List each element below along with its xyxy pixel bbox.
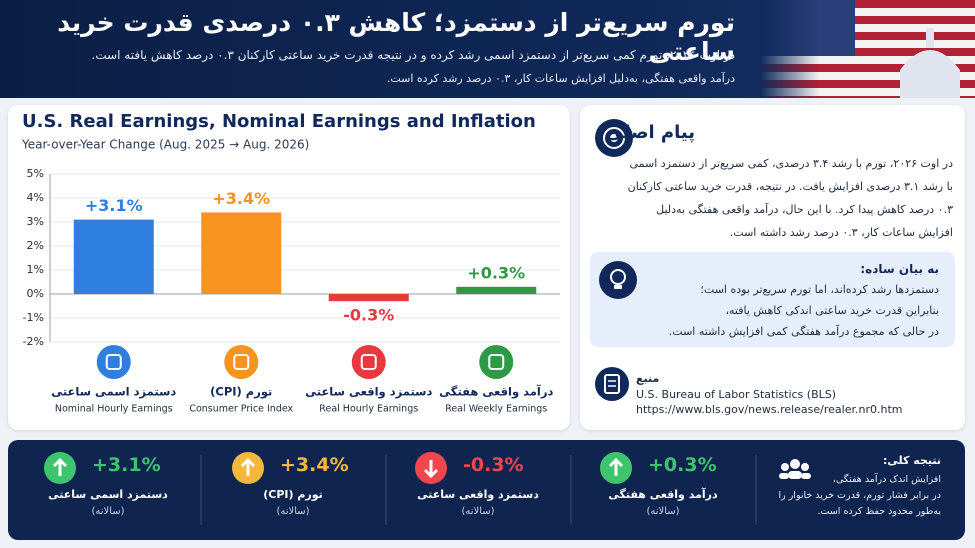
value-label: +3.1% [85,196,143,215]
summary-name: تورم (CPI) [263,488,323,501]
key-message-line: افزایش ساعات کار، ۰.۳ درصد رشد داشته است… [729,226,953,239]
simple-line: در حالی که مجموع درآمد هفتگی کمی افزایش … [668,325,939,338]
conclusion-title: نتیجه کلی: [883,454,941,467]
summary-period: (سالانه) [646,506,680,517]
chart: U.S. Real Earnings, Nominal Earnings and… [21,111,560,415]
value-label: +3.4% [212,189,270,208]
subtitle: درآمد واقعی هفتگی، به‌دلیل افزایش ساعات … [386,72,735,85]
chart-title: U.S. Real Earnings, Nominal Earnings and… [22,111,536,132]
bulb-icon [599,261,637,299]
bar [456,286,537,294]
summary-period: (سالانه) [91,506,125,517]
y-tick-label: -2% [23,335,44,348]
key-message-line: ۰.۳ درصد کاهش پیدا کرد. با این حال، درآم… [656,203,953,216]
category-icon [96,345,131,379]
y-tick-label: 5% [27,167,44,180]
key-message-title: پیام اصلی [605,122,695,143]
flag-decoration [760,0,975,98]
category-label: دستمزد اسمی ساعتی [51,385,176,399]
category-label: دستمزد واقعی ساعتی [305,385,432,400]
y-tick-label: 4% [27,191,44,204]
document-icon [595,367,629,401]
key-message-line: در اوت ۲۰۲۶، تورم با رشد ۳.۴ درصدی، کمی … [629,157,953,170]
subtitle: در اوت ۲۰۲۶، تورم کمی سریع‌تر از دستمزد … [91,48,736,62]
category-icon-glyph [105,354,122,370]
simple-line: بنابراین قدرت خرید ساعتی اندکی کاهش یافت… [725,304,939,317]
category-icon-glyph [233,354,250,370]
summary-period: (سالانه) [461,506,495,517]
summary-period: (سالانه) [276,506,310,517]
y-tick-label: 2% [27,239,44,252]
summary-value: +0.3% [648,454,717,476]
key-message-line: با رشد ۳.۱ درصدی افزایش یافت. در نتیجه، … [627,180,953,193]
summary-name: دستمزد اسمی ساعتی [48,488,168,501]
summary-value: +3.4% [280,454,349,476]
summary-decoration [44,452,811,525]
category-icon [479,345,514,379]
source-line: U.S. Bureau of Labor Statistics (BLS) [636,388,837,401]
y-tick-label: 0% [27,287,44,300]
summary-name: دستمزد واقعی ساعتی [417,488,539,501]
simple-box [590,252,955,347]
simple-title: به بیان ساده: [860,262,939,276]
value-label: -0.3% [343,306,394,325]
source-label: منبع [636,372,660,385]
category-label: درآمد واقعی هفتگی [439,385,553,400]
bar [328,294,409,302]
summary-name: درآمد واقعی هفتگی [608,488,718,501]
category-icon [224,345,259,379]
summary-value: +3.1% [92,454,161,476]
category-icon-glyph [488,354,505,370]
target-icon [595,119,633,157]
category-icon [351,345,386,379]
y-tick-label: -1% [23,311,44,324]
title: تورم سریع‌تر از دستمزد؛ کاهش ۰.۳ درصدی ق… [57,8,735,66]
y-tick-label: 1% [27,263,44,276]
conclusion-line: در برابر فشار تورم، قدرت خرید خانوار را [778,490,941,501]
summary-value: -0.3% [463,454,524,476]
category-label: تورم (CPI) [210,385,272,400]
category-sublabel: Real Weekly Earnings [445,404,547,415]
summary-strip: +3.1% دستمزد اسمی ساعتی (سالانه) +3.4% ت… [8,440,965,540]
conclusion-line: افزایش اندک درآمد هفتگی، [832,474,941,485]
y-tick-label: 3% [27,215,44,228]
conclusion-line: به‌طور محدود حفظ کرده است. [817,506,941,517]
bar [73,219,154,294]
category-sublabel: Nominal Hourly Earnings [55,404,173,415]
simple-line: دستمزدها رشد کرده‌اند، اما تورم سریع‌تر … [700,283,939,296]
category-icon-glyph [360,354,377,370]
header: تورم سریع‌تر از دستمزد؛ کاهش ۰.۳ درصدی ق… [0,0,975,98]
category-sublabel: Real Hourly Earnings [319,404,418,415]
value-label: +0.3% [467,263,525,282]
source-line: https://www.bls.gov/news.release/realer.… [636,403,903,416]
category-sublabel: Consumer Price Index [189,404,293,415]
bar [201,212,282,294]
chart-subtitle: Year-over-Year Change (Aug. 2025 → Aug. … [21,138,309,152]
